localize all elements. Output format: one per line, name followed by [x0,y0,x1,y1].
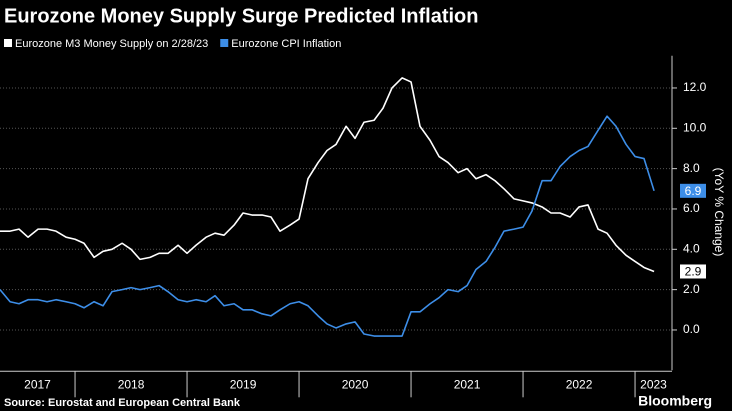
value-badge [680,264,706,279]
source-note: Source: Eurostat and European Central Ba… [4,397,241,409]
brand: Bloomberg [638,393,712,409]
value-label: 2.9 [685,265,702,279]
value-label: 6.9 [685,184,702,198]
y-tick-label: 4.0 [683,241,700,255]
x-tick-label: 2021 [454,377,481,391]
y-tick-label: 2.0 [683,282,700,296]
y-tick-label: 8.0 [683,161,700,175]
x-tick-label: 2023 [640,377,667,391]
value-badge [680,183,706,198]
y-tick-label: 0.0 [683,322,700,336]
legend-label: Eurozone M3 Money Supply on 2/28/23 [15,38,208,50]
legend-label: Eurozone CPI Inflation [231,38,341,50]
x-tick-label: 2018 [118,377,145,391]
legend-swatch [4,39,12,47]
series-line [0,77,655,273]
x-tick-label: 2019 [230,377,257,391]
x-tick-label: 2020 [342,377,369,391]
x-tick-label: 2022 [566,377,593,391]
series-line [0,115,655,337]
x-tick-label: 2017 [24,377,51,391]
chart-title: Eurozone Money Supply Surge Predicted In… [4,5,479,27]
legend-swatch [220,39,229,47]
y-tick-label: 12.0 [683,80,707,94]
y-axis-label: (YoY % Change) [712,168,726,257]
y-tick-label: 10.0 [683,120,707,134]
y-tick-label: 6.0 [683,201,700,215]
